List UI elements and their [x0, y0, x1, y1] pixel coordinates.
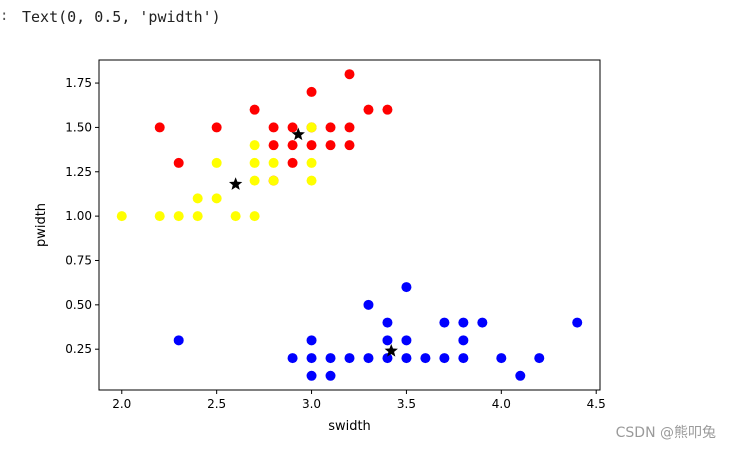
data-point [363, 299, 374, 310]
x-tick-label: 4.5 [587, 397, 606, 411]
y-tick-label: 1.50 [65, 120, 92, 134]
data-point [458, 335, 469, 346]
data-point [154, 211, 165, 222]
data-point [306, 335, 317, 346]
plot-frame [98, 59, 601, 391]
data-point [116, 211, 127, 222]
output-prompt: : [0, 8, 9, 24]
data-point [458, 317, 469, 328]
data-point [401, 282, 412, 293]
data-point [287, 157, 298, 168]
data-point [325, 122, 336, 133]
data-point [572, 317, 583, 328]
data-point [249, 104, 260, 115]
data-point [249, 175, 260, 186]
x-tick-label: 3.0 [302, 397, 321, 411]
data-point [477, 317, 488, 328]
x-tick-label: 2.0 [112, 397, 131, 411]
data-point [268, 175, 279, 186]
centroid-star [291, 127, 305, 141]
data-point [325, 353, 336, 364]
data-point [306, 175, 317, 186]
data-point [306, 122, 317, 133]
data-point [173, 335, 184, 346]
data-point [458, 353, 469, 364]
data-point [211, 122, 222, 133]
data-point [211, 193, 222, 204]
data-point [306, 157, 317, 168]
data-point [344, 69, 355, 80]
x-tick-label: 3.5 [397, 397, 416, 411]
data-point [363, 104, 374, 115]
data-point [496, 353, 507, 364]
data-point [344, 122, 355, 133]
data-point [306, 140, 317, 151]
data-point [173, 157, 184, 168]
x-tick-label: 2.5 [207, 397, 226, 411]
y-tick-label: 1.00 [65, 209, 92, 223]
data-point [382, 335, 393, 346]
data-point [306, 353, 317, 364]
y-tick-label: 0.75 [65, 253, 92, 267]
data-point [534, 353, 545, 364]
data-point [306, 370, 317, 381]
data-point [382, 104, 393, 115]
data-point [154, 122, 165, 133]
centroid-star [384, 343, 398, 357]
watermark: CSDN @熊叩兔 [615, 425, 716, 441]
centroid-star [228, 177, 243, 190]
data-point [211, 157, 222, 168]
data-point [287, 122, 298, 133]
x-tick-label: 4.0 [492, 397, 511, 411]
data-point [268, 157, 279, 168]
data-point [249, 157, 260, 168]
data-point [192, 193, 203, 204]
data-point [268, 122, 279, 133]
data-point [382, 353, 393, 364]
data-point [344, 140, 355, 151]
y-tick-label: 1.75 [65, 76, 92, 90]
data-point [325, 140, 336, 151]
y-tick-label: 1.25 [65, 165, 92, 179]
data-point [249, 211, 260, 222]
data-point [306, 86, 317, 97]
data-point [268, 140, 279, 151]
data-point [287, 140, 298, 151]
data-point [344, 353, 355, 364]
data-point [192, 211, 203, 222]
y-axis-label: pwidth [34, 203, 49, 247]
data-point [382, 317, 393, 328]
data-point [249, 140, 260, 151]
data-point [439, 317, 450, 328]
output-text: Text(0, 0.5, 'pwidth') [22, 8, 221, 26]
x-axis-label: swidth [328, 419, 371, 434]
data-point [363, 353, 374, 364]
y-tick-label: 0.25 [65, 342, 92, 356]
data-point [230, 211, 241, 222]
data-point [515, 370, 526, 381]
data-point [287, 353, 298, 364]
data-point [325, 370, 336, 381]
data-point [401, 335, 412, 346]
data-point [401, 353, 412, 364]
data-point [420, 353, 431, 364]
y-tick-label: 0.50 [65, 298, 92, 312]
data-point [439, 353, 450, 364]
data-point [173, 211, 184, 222]
